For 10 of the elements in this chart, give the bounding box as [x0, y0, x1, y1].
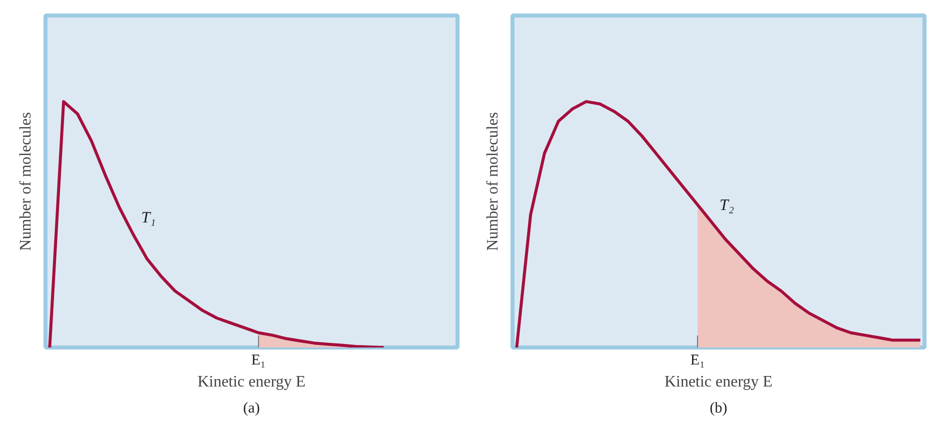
text: E₁: [251, 352, 266, 368]
y-axis-title: Number of molecules: [18, 112, 34, 251]
text: (a): [243, 400, 260, 416]
x-axis-title: Kinetic energy E: [197, 374, 306, 390]
x-axis-title: Kinetic energy E: [664, 374, 773, 390]
text: (b): [710, 400, 728, 416]
series-label: T₂: [720, 197, 734, 214]
series-label: T₁: [141, 209, 156, 226]
text: E₁: [690, 352, 705, 368]
y-axis-title: Number of molecules: [484, 112, 502, 251]
